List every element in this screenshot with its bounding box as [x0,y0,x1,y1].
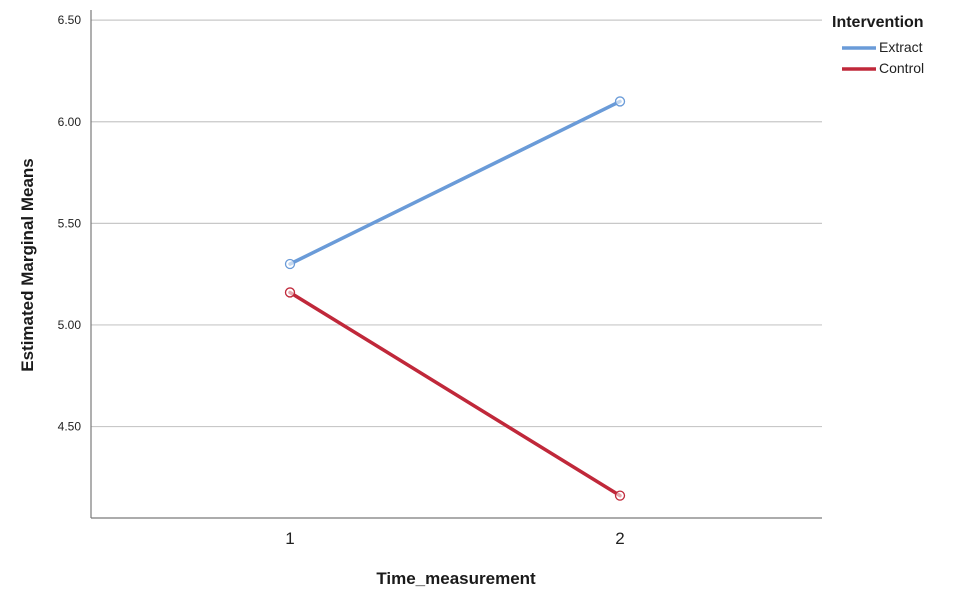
legend: Intervention Extract Control [832,14,924,76]
gridlines [91,19,822,428]
legend-items: Extract Control [842,39,924,76]
y-axis-title: Estimated Marginal Means [18,158,37,372]
data-point-control [614,490,626,501]
x-axis-title: Time_measurement [376,569,536,588]
legend-label-extract: Extract [879,39,923,55]
x-tick-label: 2 [615,529,624,548]
series-line-extract [288,99,622,266]
legend-label-control: Control [879,60,924,76]
x-tick-label: 1 [285,529,294,548]
data-point-extract [284,258,296,270]
y-tick-labels: 4.50 5.00 5.50 6.00 6.50 [58,13,82,433]
series-lines [284,96,626,501]
y-tick-label: 6.50 [58,13,82,27]
series-line-control [288,290,622,498]
y-tick-label: 5.00 [58,318,82,332]
legend-title: Intervention [832,14,924,31]
data-point-control [284,287,296,298]
y-tick-label: 6.00 [58,115,82,129]
data-point-extract [614,96,626,107]
y-tick-label: 4.50 [58,420,82,434]
y-tick-label: 5.50 [58,216,82,230]
